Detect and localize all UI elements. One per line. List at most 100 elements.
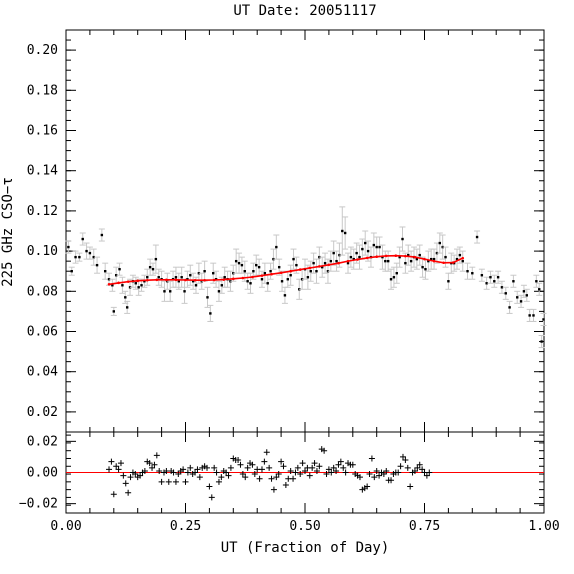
- residual-point: [333, 467, 340, 474]
- data-point: [461, 259, 464, 263]
- data-point: [355, 251, 358, 255]
- residual-point: [395, 469, 402, 476]
- data-point: [137, 286, 140, 289]
- data-point: [81, 237, 84, 241]
- fit-point: [289, 269, 292, 273]
- fit-point: [432, 259, 436, 263]
- data-point: [118, 267, 121, 271]
- fit-point: [356, 258, 359, 261]
- residual-point: [373, 467, 380, 474]
- data-point: [321, 265, 324, 269]
- residual-point: [311, 460, 318, 467]
- residual-point: [278, 458, 285, 465]
- fit-point: [270, 272, 273, 276]
- data-point: [260, 278, 264, 281]
- data-point: [237, 261, 241, 265]
- y-tick-label: 0.16: [27, 124, 58, 139]
- data-point: [493, 280, 496, 283]
- data-point: [409, 259, 413, 263]
- data-point: [243, 270, 246, 273]
- residual-point: [328, 469, 335, 476]
- data-point: [206, 296, 209, 299]
- data-point: [366, 249, 370, 253]
- data-point: [107, 278, 111, 281]
- residual-point: [287, 467, 294, 474]
- residual-point: [266, 464, 273, 471]
- residual-point: [184, 469, 191, 476]
- residual-point: [225, 472, 232, 479]
- data-point: [398, 255, 401, 259]
- data-point: [283, 294, 287, 297]
- residual-point: [323, 471, 330, 478]
- data-point: [112, 310, 115, 313]
- data-point: [246, 280, 249, 283]
- y-tick-label: 0.08: [27, 284, 58, 299]
- data-point: [88, 251, 92, 255]
- y-tick-label: 0.06: [27, 325, 58, 340]
- residual-point: [249, 461, 256, 468]
- residual-point: [309, 464, 316, 471]
- residual-point: [256, 475, 263, 482]
- data-point: [364, 241, 367, 245]
- data-point: [134, 282, 137, 285]
- data-point: [489, 276, 492, 279]
- fit-point: [232, 277, 235, 281]
- residual-point: [137, 472, 144, 479]
- fit-point: [193, 278, 197, 282]
- residual-point: [132, 471, 139, 478]
- data-point: [217, 290, 221, 293]
- fit-point: [145, 278, 149, 282]
- fit-point: [404, 254, 407, 258]
- data-point: [194, 284, 198, 287]
- residual-point: [302, 467, 308, 474]
- data-point: [315, 270, 318, 273]
- residual-point: [325, 466, 332, 473]
- data-point: [532, 314, 535, 317]
- residual-point: [242, 474, 249, 481]
- data-point: [114, 274, 118, 277]
- data-point: [151, 267, 155, 271]
- data-point: [480, 274, 484, 277]
- data-point: [401, 237, 404, 241]
- fit-point: [308, 266, 312, 270]
- data-point: [146, 276, 149, 279]
- y-tick-label: 0.18: [27, 83, 58, 98]
- data-point: [174, 276, 178, 279]
- residual-point: [206, 483, 213, 490]
- data-point: [70, 270, 73, 273]
- residual-point: [376, 472, 383, 479]
- fit-point: [298, 268, 302, 271]
- data-point: [234, 259, 238, 263]
- data-point: [404, 261, 407, 265]
- residual-point: [208, 494, 215, 501]
- data-point: [343, 231, 347, 235]
- data-point: [312, 261, 315, 265]
- data-point: [323, 261, 327, 265]
- residual-point: [399, 453, 406, 460]
- main-panel: 0.02 0.04 0.06 0.08 0.10 0.12 0.14 0.16 0.18 0.20: [27, 29, 547, 433]
- residual-point: [366, 471, 373, 478]
- fit-point: [174, 278, 178, 282]
- fit-point: [423, 257, 426, 261]
- data-point: [415, 257, 419, 261]
- data-point: [346, 261, 350, 265]
- data-point: [220, 284, 224, 287]
- data-point: [85, 249, 88, 253]
- residual-point: [397, 463, 404, 470]
- residual-point: [115, 466, 122, 473]
- residual-point: [141, 467, 148, 474]
- data-point: [306, 276, 310, 279]
- fit-point: [318, 265, 321, 268]
- y-axis-title: 225 GHz CSO−τ: [0, 177, 16, 287]
- fit-curve: [108, 254, 464, 286]
- residual-point: [227, 464, 234, 471]
- fit-point: [117, 281, 120, 285]
- data-point: [295, 263, 298, 267]
- data-point: [535, 280, 538, 283]
- y-tick-label: 0.20: [27, 43, 58, 58]
- data-point: [358, 255, 361, 259]
- residual-point: [340, 464, 347, 471]
- residual-point: [158, 478, 165, 485]
- x-tick-label: 0.50: [289, 519, 320, 534]
- residual-point: [335, 461, 342, 468]
